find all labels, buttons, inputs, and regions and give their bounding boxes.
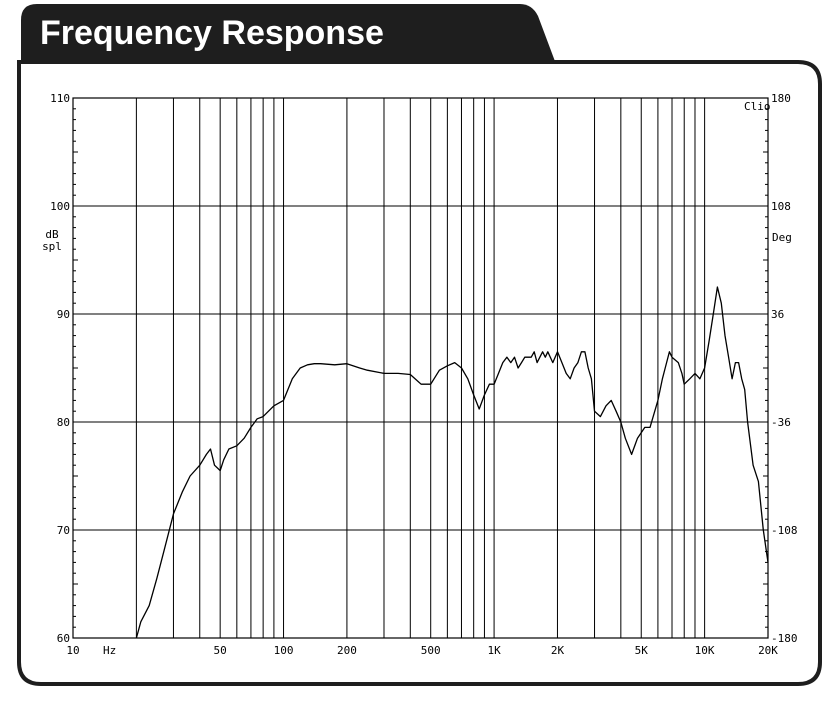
y2-tick-label: 36 — [771, 308, 784, 321]
y-tick-label: 60 — [57, 632, 70, 645]
x-tick-label: 10 — [66, 644, 79, 657]
title-tab — [21, 4, 556, 64]
x-tick-label: 200 — [337, 644, 357, 657]
right-unit-label: Deg — [772, 231, 792, 244]
y-tick-label: 80 — [57, 416, 70, 429]
x-tick-label: 20K — [758, 644, 778, 657]
x-tick-label: 10K — [695, 644, 715, 657]
plot-area: 60 70 80 90 100 110 -180 -108 -36 36 108 180 10 50 100… — [42, 92, 797, 657]
x-tick-label: 50 — [214, 644, 227, 657]
y2-tick-label: -180 — [771, 632, 798, 645]
x-tick-label: 500 — [421, 644, 441, 657]
y-tick-label: 70 — [57, 524, 70, 537]
y2-tick-label: -108 — [771, 524, 798, 537]
chart-title: Frequency Response — [40, 14, 384, 52]
response-curve — [135, 286, 769, 639]
x-tick-label: 100 — [274, 644, 294, 657]
x-tick-label: 5K — [635, 644, 649, 657]
corner-label: Clio — [744, 100, 771, 113]
x-tick-label: 1K — [487, 644, 501, 657]
y2-tick-label: 180 — [771, 92, 791, 105]
y2-tick-label: 108 — [771, 200, 791, 213]
plot-background — [73, 98, 768, 638]
y-tick-label: 110 — [50, 92, 70, 105]
left-unit-label: dB — [45, 228, 59, 241]
y-tick-label: 100 — [50, 200, 70, 213]
x-unit-label: Hz — [103, 644, 116, 657]
x-tick-label: 2K — [551, 644, 565, 657]
y2-tick-label: -36 — [771, 416, 791, 429]
y-tick-label: 90 — [57, 308, 70, 321]
left-unit-label: spl — [42, 240, 62, 253]
